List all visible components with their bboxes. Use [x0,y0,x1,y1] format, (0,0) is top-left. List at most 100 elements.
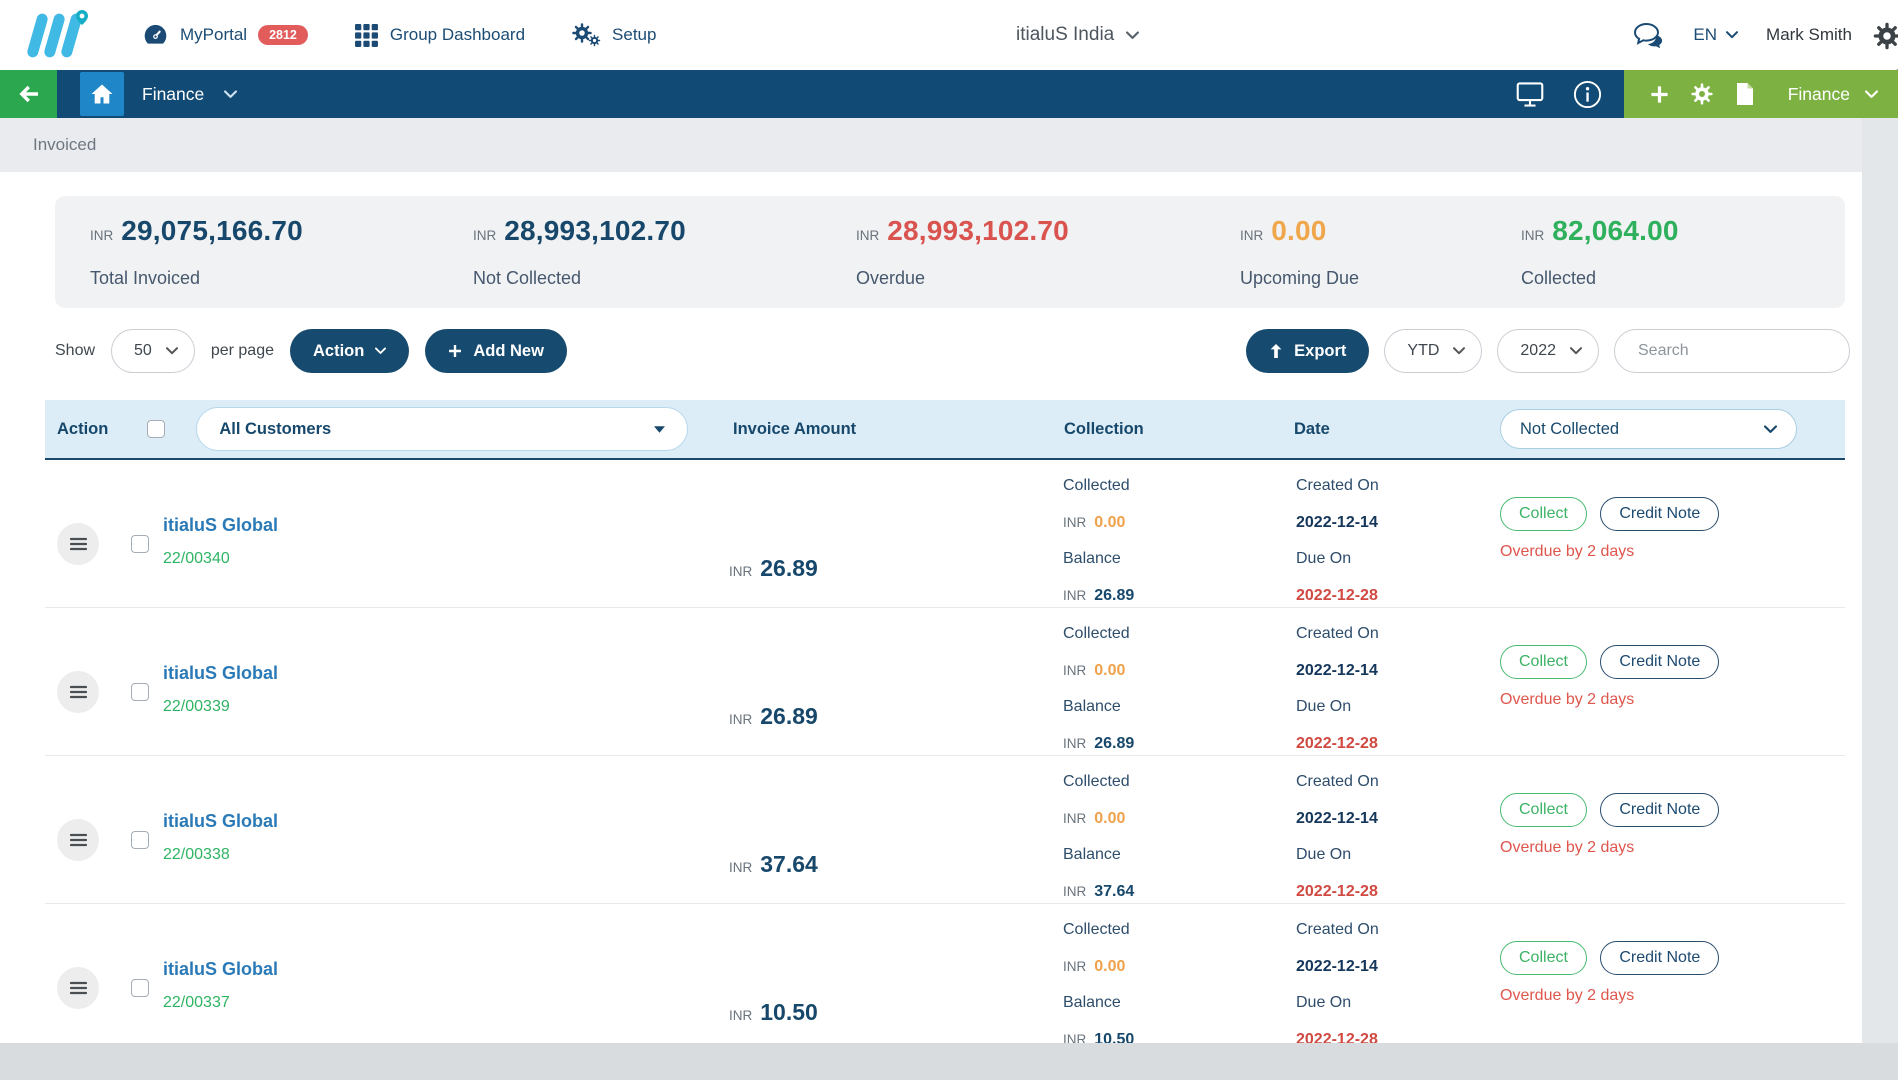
due-on-label: Due On [1296,550,1352,567]
status-filter-select[interactable]: Not Collected [1500,409,1797,449]
customer-link[interactable]: itialuS Global [163,959,279,979]
due-on-label: Due On [1296,698,1352,715]
top-right-group: EN Mark Smith [1633,22,1880,49]
row-menu-button[interactable] [57,819,99,861]
myportal-count-badge: 2812 [258,24,308,46]
due-on-value: 2022-12-28 [1296,882,1378,900]
avatar-gear-icon [1872,8,1898,64]
table-row: itialuS Global 22/00339 INR 26.89 Collect… [45,608,1845,756]
customer-link[interactable]: itialuS Global [163,663,279,683]
collection-cell: Collected INR 0.00 Balance INR 26.89 [1063,616,1134,762]
date-cell: Created On 2022-12-14 Due On 2022-12-28 [1296,912,1379,1058]
table-row: itialuS Global 22/00338 INR 37.64 Collect… [45,756,1845,904]
gear-icon[interactable] [1690,82,1714,106]
col-collection: Collection [1064,419,1144,438]
nav-item-setup[interactable]: Setup [571,21,656,49]
stat-value: 29,075,166.70 [121,215,303,246]
hamburger-icon [69,981,87,995]
add-new-button[interactable]: Add New [425,329,567,373]
balance-label: Balance [1063,846,1121,863]
nav-item-myportal[interactable]: MyPortal 2812 [142,22,308,49]
due-on-label: Due On [1296,994,1352,1011]
collect-button[interactable]: Collect [1500,645,1587,679]
row-actions: Collect Credit Note Overdue by 2 days [1500,793,1720,857]
stat-value: 82,064.00 [1552,215,1679,246]
invoice-amount: INR 37.64 [729,851,818,877]
nav-item-group-dashboard[interactable]: Group Dashboard [354,23,525,48]
row-menu-button[interactable] [57,671,99,713]
invoice-number-link[interactable]: 22/00340 [163,550,230,567]
stat-value: 28,993,102.70 [504,215,686,246]
status-filter-value: Not Collected [1520,419,1620,438]
invoice-number-link[interactable]: 22/00337 [163,994,230,1011]
invoice-number-link[interactable]: 22/00339 [163,698,230,715]
row-checkbox[interactable] [131,831,149,849]
hamburger-icon [69,685,87,699]
language-label: EN [1693,25,1718,44]
customer-link[interactable]: itialuS Global [163,515,279,535]
module-bar: Finance [0,70,1898,118]
credit-note-button[interactable]: Credit Note [1600,793,1720,827]
page-size-select[interactable]: 50 [111,329,195,373]
top-bar: MyPortal 2812 Group Dashboard [0,0,1898,70]
invoice-number-link[interactable]: 22/00338 [163,846,230,863]
hamburger-icon [69,833,87,847]
balance-label: Balance [1063,698,1121,715]
row-checkbox[interactable] [131,979,149,997]
home-button[interactable] [80,72,124,116]
col-invoice-amount: Invoice Amount [733,419,857,438]
brand-logo-icon[interactable] [26,8,90,62]
plus-icon [449,345,462,357]
row-menu-button[interactable] [57,967,99,1009]
action-button[interactable]: Action [290,329,410,373]
invoice-amount: INR 10.50 [729,999,818,1025]
row-checkbox[interactable] [131,535,149,553]
plus-icon[interactable] [1650,85,1669,104]
info-icon[interactable] [1573,80,1602,109]
page-title: Invoiced [33,135,97,154]
export-button[interactable]: Export [1246,329,1370,373]
row-checkbox[interactable] [131,683,149,701]
overdue-badge: Overdue by 2 days [1500,691,1635,708]
module-selector[interactable]: Finance [142,84,237,105]
monitor-icon[interactable] [1515,81,1545,108]
row-actions: Collect Credit Note Overdue by 2 days [1500,941,1720,1005]
user-name: Mark Smith [1766,25,1852,44]
created-on-value: 2022-12-14 [1296,957,1378,975]
created-on-value: 2022-12-14 [1296,809,1378,827]
customers-filter-select[interactable]: All Customers [196,407,689,451]
select-all-checkbox[interactable] [147,420,166,438]
stat-value: 0.00 [1271,215,1327,246]
invoice-amount: INR 26.89 [729,703,818,729]
credit-note-button[interactable]: Credit Note [1600,941,1720,975]
collect-button[interactable]: Collect [1500,941,1587,975]
credit-note-button[interactable]: Credit Note [1600,645,1720,679]
collected-value: 0.00 [1094,513,1126,531]
collect-button[interactable]: Collect [1500,497,1587,531]
stat-label: Collected [1521,268,1597,288]
customer-link[interactable]: itialuS Global [163,811,279,831]
credit-note-button[interactable]: Credit Note [1600,497,1720,531]
chat-bubbles-icon[interactable] [1633,22,1665,49]
right-module-selector[interactable]: Finance [1788,84,1878,105]
back-button[interactable] [0,70,57,118]
collected-label: Collected [1063,921,1130,938]
year-select[interactable]: 2022 [1497,329,1599,373]
search-box [1614,329,1850,373]
collected-value: 0.00 [1094,809,1126,827]
language-selector[interactable]: EN [1693,25,1738,45]
collection-cell: Collected INR 0.00 Balance INR 10.50 [1063,912,1134,1058]
period-select[interactable]: YTD [1384,329,1483,373]
row-menu-button[interactable] [57,523,99,565]
export-arrow-icon [1270,344,1282,358]
balance-label: Balance [1063,994,1121,1011]
search-input[interactable] [1636,341,1847,361]
collect-button[interactable]: Collect [1500,793,1587,827]
right-scroll-gutter[interactable] [1862,118,1898,1080]
overdue-badge: Overdue by 2 days [1500,987,1635,1004]
file-icon[interactable] [1735,82,1755,106]
horizontal-scrollbar[interactable] [0,1043,1898,1080]
col-date: Date [1294,419,1330,438]
company-selector[interactable]: itialuS India [1016,24,1139,46]
collected-label: Collected [1063,773,1130,790]
